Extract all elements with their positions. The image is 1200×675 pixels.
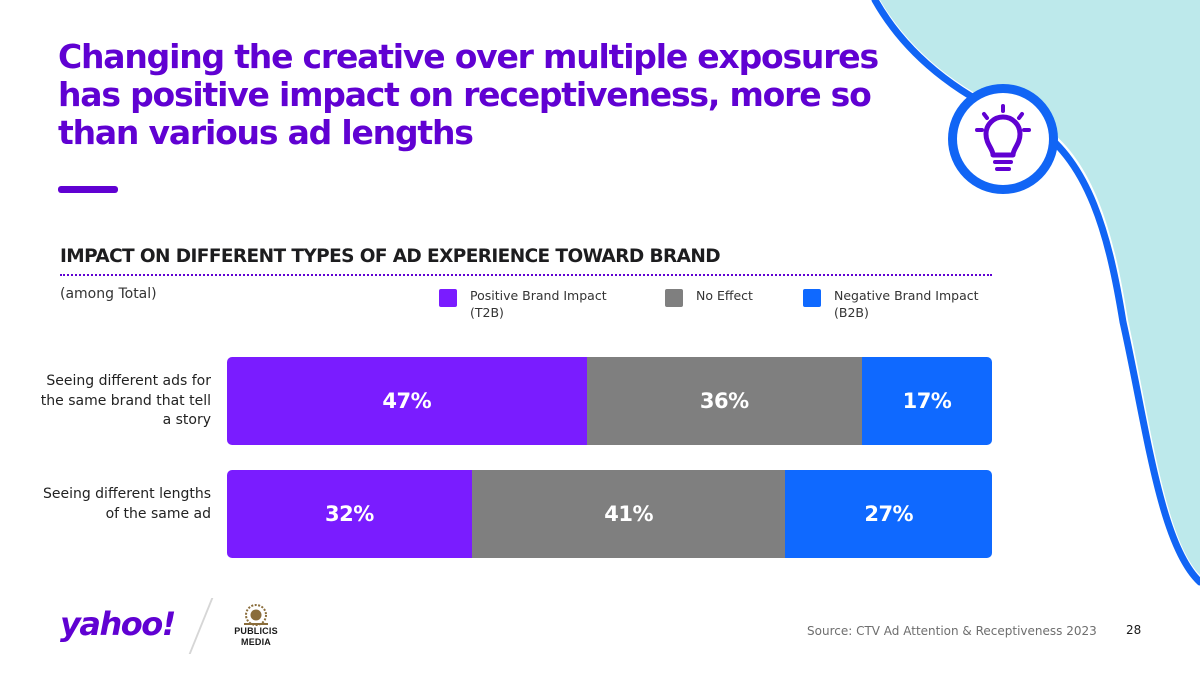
publicis-media-logo: PUBLICIS MEDIA [219, 600, 293, 652]
page-title: Changing the creative over multiple expo… [58, 37, 879, 152]
bar-segment-no-effect [471, 470, 786, 558]
lightbulb-badge [948, 84, 1058, 194]
bar-segment-negative [861, 357, 992, 445]
title-underline [58, 186, 118, 193]
publicis-logo-text: PUBLICIS MEDIA [234, 626, 278, 647]
data-label: 36% [699, 389, 749, 413]
bar-segment-positive [227, 357, 587, 445]
data-label: 17% [902, 389, 952, 413]
legend-swatch-no-effect [665, 289, 683, 307]
base-note: (among Total) [60, 286, 157, 302]
data-label: 32% [325, 502, 374, 526]
bar-row: 32% 41% 27% [227, 470, 992, 558]
bar-segment-negative [785, 470, 992, 558]
legend-label-positive: Positive Brand Impact (T2B) [470, 288, 607, 320]
category-label: Seeing different ads for the same brand … [40, 373, 211, 428]
data-label: 47% [382, 389, 432, 413]
legend-label-no-effect: No Effect [696, 288, 753, 303]
bar-row: 47% 36% 17% [227, 357, 992, 445]
page-number: 28 [1126, 623, 1142, 637]
decorative-blob [880, 0, 1200, 575]
bar-segment-no-effect [586, 357, 862, 445]
source-note: Source: CTV Ad Attention & Receptiveness… [807, 624, 1097, 638]
bar-segment-positive [227, 470, 472, 558]
category-label: Seeing different lengths of the same ad [42, 486, 211, 522]
decorative-outline [871, 0, 1200, 586]
legend-swatch-positive [439, 289, 457, 307]
yahoo-logo: yahoo! [60, 605, 176, 643]
data-label: 41% [604, 502, 653, 526]
data-label: 27% [864, 502, 914, 526]
chart-title: IMPACT ON DIFFERENT TYPES OF AD EXPERIEN… [60, 246, 721, 267]
lightbulb-icon [975, 104, 1031, 171]
legend-label-negative: Negative Brand Impact (B2B) [834, 288, 979, 320]
chart-title-divider [60, 274, 992, 276]
legend-swatch-negative [803, 289, 821, 307]
publicis-lion-icon [244, 604, 268, 626]
legend-item-no-effect: No Effect [665, 287, 866, 307]
legend-item-positive: Positive Brand Impact (T2B) [439, 287, 640, 321]
legend-item-negative: Negative Brand Impact (B2B) [803, 287, 1004, 321]
